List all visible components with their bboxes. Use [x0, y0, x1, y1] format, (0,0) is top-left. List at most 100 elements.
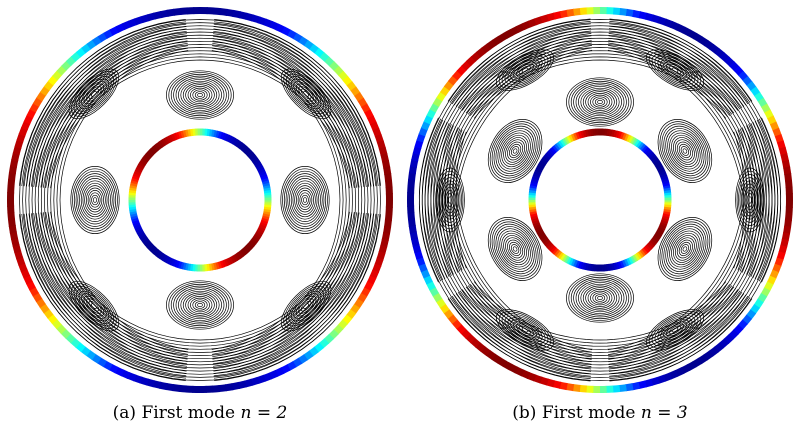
ring-segment — [65, 333, 76, 344]
streamline — [609, 25, 773, 280]
ring-segment — [772, 263, 782, 274]
ring-segment — [172, 384, 181, 392]
ring-segment — [662, 182, 671, 187]
ring-segment — [617, 131, 623, 139]
streamline — [503, 235, 527, 263]
streamline — [663, 61, 687, 79]
ring-segment — [550, 246, 557, 254]
ring-segment — [237, 380, 247, 389]
streamline — [21, 22, 379, 187]
ring-segment — [568, 134, 575, 143]
ring-segment — [708, 346, 719, 357]
ring-segment — [639, 249, 646, 257]
streamline — [213, 30, 366, 370]
ring-segment — [774, 133, 784, 144]
ring-segment — [70, 51, 82, 62]
ring-segment — [121, 20, 132, 31]
ring-segment — [577, 261, 583, 269]
ring-segment — [126, 372, 137, 382]
streamline — [674, 139, 695, 163]
streamline — [505, 237, 526, 261]
ring-segment — [342, 75, 353, 87]
ring-segment — [96, 357, 108, 368]
ring-segment — [557, 140, 565, 148]
streamline — [455, 293, 745, 369]
ring-segment — [228, 135, 234, 144]
streamline — [657, 119, 713, 183]
ring-segment — [575, 131, 581, 140]
caption-a: (a) First mode n = 2 — [0, 403, 400, 423]
ring-segment — [14, 139, 24, 149]
ring-segment — [213, 262, 218, 271]
streamline — [213, 23, 375, 377]
streamline — [582, 89, 618, 115]
ring-segment — [781, 232, 791, 242]
ring-segment — [439, 85, 451, 96]
caption-math: n = 2 — [240, 403, 288, 423]
ring-segment — [426, 280, 436, 291]
ring-segment — [292, 32, 304, 43]
ring-segment — [653, 234, 661, 241]
streamline — [663, 125, 707, 177]
streamline — [182, 82, 218, 108]
ring-segment — [16, 133, 26, 143]
streamline — [79, 178, 111, 222]
caption-math: n = 3 — [640, 403, 688, 423]
ring-segment — [213, 130, 218, 138]
ring-segment — [650, 155, 659, 163]
ring-segment — [219, 8, 228, 16]
ring-segment — [780, 153, 789, 163]
streamline — [582, 285, 618, 311]
streamline — [447, 42, 592, 272]
ring-segment — [91, 353, 102, 364]
ring-segment — [341, 314, 353, 325]
ring-segment — [164, 136, 171, 145]
ring-segment — [420, 268, 431, 279]
streamline — [609, 21, 779, 282]
ring-segment — [56, 65, 67, 76]
ring-segment — [538, 161, 546, 168]
ring-segment — [155, 141, 163, 150]
ring-segment — [644, 244, 652, 252]
ring-segment — [515, 23, 526, 33]
ring-segment — [81, 43, 92, 54]
ring-segment — [131, 219, 140, 225]
ring-segment — [627, 256, 634, 265]
ring-segment — [182, 262, 187, 270]
streamline — [444, 127, 592, 360]
ring-segment — [144, 241, 153, 248]
ring-segment — [135, 166, 144, 172]
ring-segment — [784, 173, 793, 182]
ring-segment — [7, 211, 16, 221]
ring-segment — [769, 269, 779, 280]
ring-segment — [304, 39, 315, 51]
streamline — [668, 325, 682, 335]
ring-segment — [75, 341, 86, 353]
streamline — [493, 125, 537, 177]
streamline — [566, 77, 634, 127]
ring-segment — [132, 221, 141, 227]
ring-segment — [378, 146, 388, 156]
ring-segment — [634, 139, 641, 147]
ring-segment — [354, 92, 365, 103]
ring-segment — [26, 108, 37, 119]
ring-segment — [432, 96, 443, 108]
ring-segment — [540, 14, 550, 24]
streamline — [609, 23, 776, 281]
ring-segment — [172, 259, 178, 268]
ring-segment — [303, 350, 314, 361]
streamline — [292, 182, 318, 218]
ring-segment — [533, 16, 544, 26]
ring-segment — [262, 372, 273, 382]
ring-segment — [233, 253, 240, 261]
ring-segment — [656, 374, 667, 384]
ring-segment — [129, 210, 137, 215]
streamline — [445, 190, 455, 210]
ring-segment — [170, 133, 177, 142]
ring-segment — [551, 247, 559, 255]
ring-segment — [349, 304, 361, 315]
ring-segment — [257, 16, 267, 26]
ring-segment — [409, 158, 419, 168]
streamline — [83, 295, 105, 317]
ring-segment — [378, 244, 388, 255]
